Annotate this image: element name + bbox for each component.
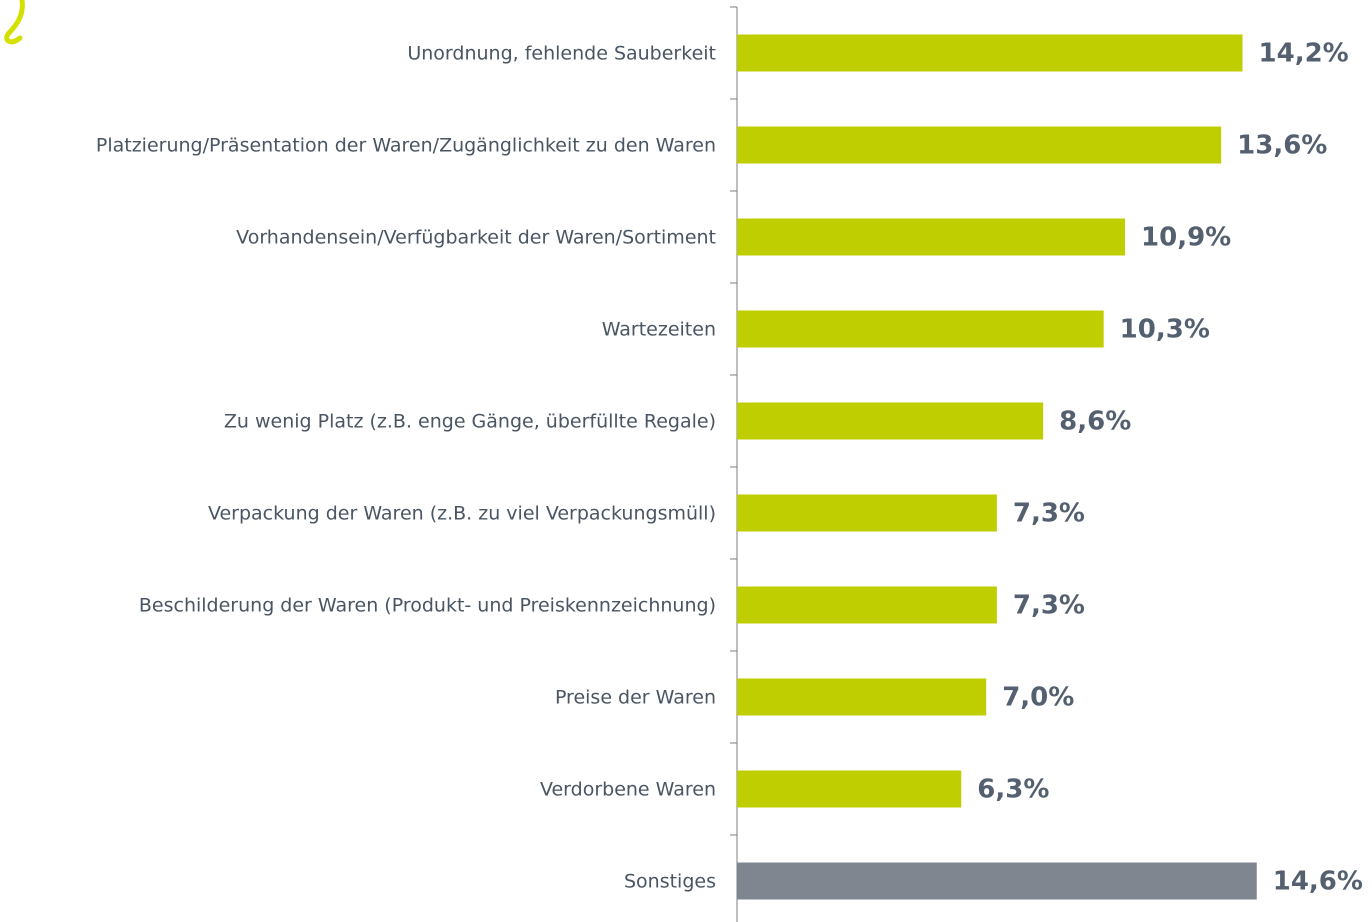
- category-label: Verpackung der Waren (z.B. zu viel Verpa…: [208, 503, 716, 525]
- category-label: Platzierung/Präsentation der Waren/Zugän…: [96, 135, 716, 157]
- value-label: 7,0%: [1002, 683, 1074, 713]
- bar: [737, 862, 1257, 900]
- category-label: Unordnung, fehlende Sauberkeit: [407, 43, 716, 65]
- category-label: Wartezeiten: [602, 319, 716, 341]
- bar: [737, 770, 962, 808]
- value-label: 7,3%: [1013, 499, 1085, 529]
- value-label: 10,3%: [1120, 315, 1210, 345]
- bar: [737, 218, 1126, 256]
- value-label: 6,3%: [977, 775, 1049, 805]
- value-label: 8,6%: [1059, 407, 1131, 437]
- bar: [737, 494, 997, 532]
- value-label: 7,3%: [1013, 591, 1085, 621]
- category-label: Beschilderung der Waren (Produkt- und Pr…: [139, 595, 716, 617]
- decoration: [4, 0, 25, 45]
- bar: [737, 586, 997, 624]
- bar: [737, 402, 1044, 440]
- value-label: 14,2%: [1259, 39, 1349, 69]
- category-label: Sonstiges: [624, 871, 716, 893]
- category-label: Zu wenig Platz (z.B. enge Gänge, überfül…: [224, 411, 716, 433]
- bar: [737, 126, 1222, 164]
- bar: [737, 34, 1243, 72]
- value-label: 13,6%: [1237, 131, 1327, 161]
- category-label: Preise der Waren: [555, 687, 716, 709]
- value-label: 14,6%: [1273, 867, 1363, 897]
- category-label: Verdorbene Waren: [540, 779, 716, 801]
- category-label: Vorhandensein/Verfügbarkeit der Waren/So…: [236, 227, 716, 249]
- value-label: 10,9%: [1141, 223, 1231, 253]
- bar: [737, 678, 987, 716]
- bar: [737, 310, 1104, 348]
